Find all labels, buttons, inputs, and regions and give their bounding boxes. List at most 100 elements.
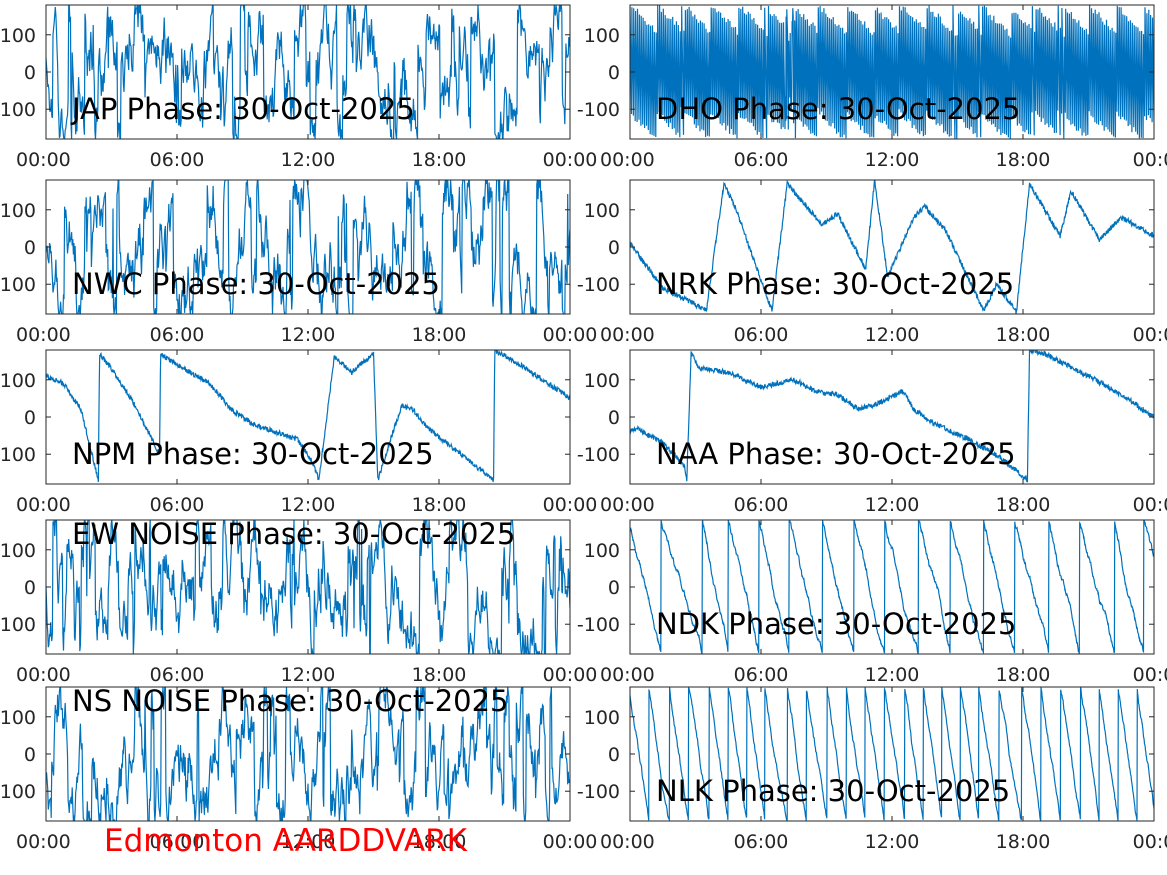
- x-tick-label: 06:00: [150, 149, 205, 171]
- y-tick-label: 100: [584, 707, 620, 729]
- y-tick-label: 0: [24, 577, 36, 599]
- x-tick-label: 00:00: [600, 831, 655, 853]
- x-tick-label: 00:0: [1133, 664, 1167, 686]
- phase-panel-3: 00:00 06:00 12:00 18:00 00:0 100 0 -100 NRK Phas…: [577, 179, 1167, 346]
- x-tick-label: 06:00: [150, 831, 205, 853]
- x-tick-label: 12:00: [865, 664, 920, 686]
- x-tick-label: 12:00: [865, 324, 920, 346]
- x-tick-label: 00:00: [543, 494, 598, 516]
- x-tick-label: 12:00: [281, 149, 336, 171]
- y-tick-label: 0: [608, 577, 620, 599]
- x-tick-label: 18:00: [412, 324, 467, 346]
- x-tick-label: 00:00: [600, 664, 655, 686]
- phase-series-line: [46, 687, 570, 821]
- panel-title: NWC Phase: 30-Oct-2025: [72, 267, 440, 301]
- y-tick-label: 100: [584, 25, 620, 47]
- y-tick-label: 0: [24, 407, 36, 429]
- phase-series-line: [46, 5, 570, 139]
- panel-title: NRK Phase: 30-Oct-2025: [656, 267, 1014, 301]
- x-tick-label: 00:00: [600, 149, 655, 171]
- y-tick-label: -100: [577, 614, 620, 636]
- panel-title: NDK Phase: 30-Oct-2025: [656, 607, 1016, 641]
- x-tick-label: 18:00: [996, 149, 1051, 171]
- x-tick-label: 18:00: [412, 831, 467, 853]
- panel-title: JAP Phase: 30-Oct-2025: [70, 92, 415, 126]
- x-tick-label: 00:00: [16, 149, 71, 171]
- x-tick-label: 12:00: [865, 149, 920, 171]
- x-tick-label: 06:00: [734, 494, 789, 516]
- x-tick-label: 06:00: [734, 324, 789, 346]
- y-tick-label: 100: [0, 444, 36, 466]
- y-tick-label: 0: [24, 744, 36, 766]
- x-tick-label: 06:00: [734, 664, 789, 686]
- x-tick-label: 12:00: [865, 831, 920, 853]
- y-tick-label: 100: [0, 200, 36, 222]
- x-tick-label: 00:00: [600, 494, 655, 516]
- x-tick-label: 12:00: [281, 494, 336, 516]
- phase-series-line: [630, 520, 1154, 654]
- x-tick-label: 00:0: [1133, 149, 1167, 171]
- y-tick-label: -100: [577, 274, 620, 296]
- x-tick-label: 18:00: [412, 494, 467, 516]
- y-tick-label: 100: [0, 707, 36, 729]
- y-tick-label: -100: [577, 99, 620, 121]
- phase-series-line: [46, 180, 570, 314]
- phase-panel-6: 00:00 06:00 12:00 18:00 00:00 100 0 100 EW NOISE…: [0, 517, 597, 686]
- y-tick-label: 0: [608, 62, 620, 84]
- x-tick-label: 00:0: [1133, 324, 1167, 346]
- x-tick-label: 06:00: [150, 494, 205, 516]
- x-tick-label: 06:00: [734, 831, 789, 853]
- panel-title: NAA Phase: 30-Oct-2025: [656, 437, 1016, 471]
- y-tick-label: 100: [0, 781, 36, 803]
- x-tick-label: 00:00: [543, 324, 598, 346]
- panel-title: NLK Phase: 30-Oct-2025: [656, 774, 1010, 808]
- y-tick-label: 100: [584, 540, 620, 562]
- y-tick-label: 100: [0, 540, 36, 562]
- phase-panel-7: 00:00 06:00 12:00 18:00 00:0 100 0 -100 NDK Phas…: [577, 519, 1167, 686]
- y-tick-label: 100: [584, 200, 620, 222]
- x-tick-label: 06:00: [150, 664, 205, 686]
- phase-panel-9: 00:00 06:00 12:00 18:00 00:0 100 0 -100 NLK Phas…: [577, 686, 1167, 853]
- phase-panel-0: 00:00 06:00 12:00 18:00 00:00 100 0 100 JAP Phas…: [0, 4, 598, 171]
- y-tick-label: -100: [577, 781, 620, 803]
- phase-panel-1: 00:00 06:00 12:00 18:00 00:0 100 0 -100 DHO Phas…: [577, 4, 1167, 171]
- panel-title: EW NOISE Phase: 30-Oct-2025: [72, 517, 515, 551]
- phase-panel-4: 00:00 06:00 12:00 18:00 00:00 100 0 100 NPM Phas…: [0, 349, 598, 516]
- x-tick-label: 00:00: [600, 324, 655, 346]
- x-tick-label: 06:00: [734, 149, 789, 171]
- phase-series-line: [630, 350, 1154, 483]
- x-tick-label: 18:00: [412, 149, 467, 171]
- x-tick-label: 00:00: [16, 324, 71, 346]
- panel-title: NPM Phase: 30-Oct-2025: [72, 437, 434, 471]
- x-tick-label: 00:00: [16, 494, 71, 516]
- phase-series-line: [46, 350, 570, 483]
- phase-series-line: [630, 687, 1154, 821]
- phase-series-line: [630, 180, 1154, 314]
- y-tick-label: 100: [0, 614, 36, 636]
- y-tick-label: 0: [24, 237, 36, 259]
- x-tick-label: 12:00: [281, 831, 336, 853]
- y-tick-label: 0: [608, 407, 620, 429]
- x-tick-label: 00:00: [16, 664, 71, 686]
- x-tick-label: 18:00: [996, 324, 1051, 346]
- y-tick-label: 100: [0, 370, 36, 392]
- y-tick-label: 100: [0, 274, 36, 296]
- panel-title: DHO Phase: 30-Oct-2025: [656, 92, 1020, 126]
- x-tick-label: 00:0: [1133, 831, 1167, 853]
- x-tick-label: 00:00: [543, 664, 598, 686]
- y-tick-label: 100: [0, 25, 36, 47]
- x-tick-label: 00:00: [543, 831, 598, 853]
- y-tick-label: 100: [0, 99, 36, 121]
- x-tick-label: 00:00: [543, 149, 598, 171]
- station-label: Edmonton AARDDVARK: [104, 823, 468, 859]
- phase-panel-8: 00:00 06:00 12:00 18:00 00:00 100 0 100 NS NOISE…: [0, 684, 597, 853]
- y-tick-label: 0: [608, 237, 620, 259]
- x-tick-label: 12:00: [281, 324, 336, 346]
- x-tick-label: 06:00: [150, 324, 205, 346]
- x-tick-label: 12:00: [865, 494, 920, 516]
- x-tick-label: 12:00: [281, 664, 336, 686]
- x-tick-label: 00:00: [16, 831, 71, 853]
- panel-title: NS NOISE Phase: 30-Oct-2025: [72, 684, 509, 718]
- phase-panel-2: 00:00 06:00 12:00 18:00 00:00 100 0 100 NWC Phas…: [0, 179, 598, 346]
